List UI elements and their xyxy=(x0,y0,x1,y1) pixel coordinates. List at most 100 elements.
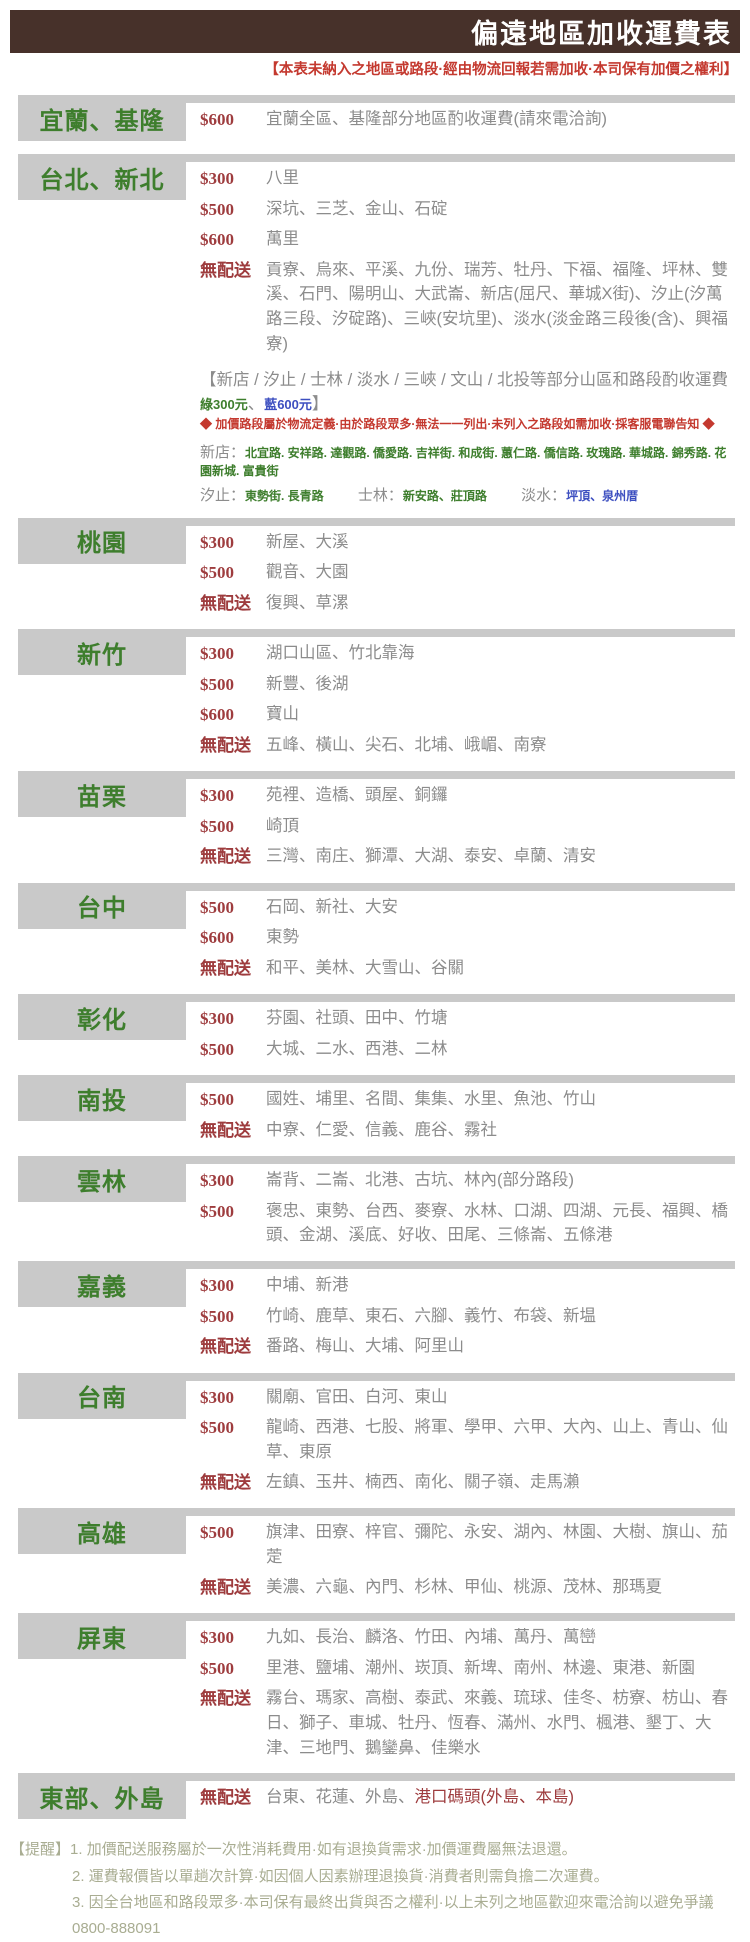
fee-amount: 無配送 xyxy=(200,1472,251,1492)
fee-line: $300 芬園、社頭、田中、竹塘 xyxy=(200,1006,735,1032)
road-list: 北宜路. 安祥路. 達觀路. 僑愛路. 吉祥街. 和成街. 蕙仁路. 僑信路. … xyxy=(200,445,727,478)
fee-areas: 國姓、埔里、名間、集集、水里、魚池、竹山 xyxy=(266,1090,596,1108)
fee-amount: $600 xyxy=(200,230,234,249)
surcharge-heading: 【新店 / 汐止 / 士林 / 淡水 / 三峽 / 文山 / 北投等部分山區和路… xyxy=(200,366,735,414)
fee-areas-highlight: 港口碼頭(外島、本島) xyxy=(414,1788,575,1807)
fee-line: 無配送 貢寮、烏來、平溪、九份、瑞芳、牡丹、下福、福隆、坪林、雙溪、石門、陽明山… xyxy=(200,258,735,357)
fee-amount: $500 xyxy=(200,1523,234,1542)
fee-areas: 和平、美林、大雪山、谷關 xyxy=(266,958,464,977)
fee-line: 無配送 美濃、六龜、內門、杉林、甲仙、桃源、茂林、那瑪夏 xyxy=(200,1575,735,1601)
fee-areas: 東勢 xyxy=(266,928,299,946)
fee-line: $300 新屋、大溪 xyxy=(200,530,735,556)
row-divider xyxy=(18,95,735,103)
fee-amount: $500 xyxy=(200,897,234,917)
fee-line: $300 湖口山區、竹北靠海 xyxy=(200,641,735,667)
fee-line: $500 崎頂 xyxy=(200,814,735,840)
fee-amount: 無配送 xyxy=(200,1689,251,1708)
region-label: 南投 xyxy=(18,1075,186,1121)
fee-line: 無配送 和平、美林、大雪山、谷關 xyxy=(200,956,735,982)
fee-line: 無配送 復興、草漯 xyxy=(200,591,735,617)
fee-amount: $300 xyxy=(200,1276,234,1295)
region-fees: $300 八里 $500 深坑、三芝、金山、石碇 $600 萬里 無配送 貢寮、… xyxy=(200,154,735,505)
region-label: 新竹 xyxy=(18,629,186,675)
region-row-yilan-keelung: 宜蘭、基隆 $600 宜蘭全區、基隆部分地區酌收運費(請來電洽詢) xyxy=(18,95,735,141)
fee-line: 無配送 霧台、瑪家、高樹、泰武、來義、琉球、佳冬、枋寮、枋山、春日、獅子、車城、… xyxy=(200,1686,735,1760)
fee-areas: 龍崎、西港、七股、將軍、學甲、六甲、大內、山上、青山、仙草、東原 xyxy=(266,1418,728,1461)
region-label: 宜蘭、基隆 xyxy=(18,95,186,141)
row-divider xyxy=(18,771,735,779)
fee-amount: $500 xyxy=(200,1658,234,1678)
fee-areas: 萬里 xyxy=(266,230,299,248)
reminder-line-2: 2. 運費報價皆以單趟次計算·如因個人因素辦理退換貨·消費者則需負擔二次運費。 xyxy=(72,1867,609,1885)
district-label: 士林： xyxy=(357,486,403,504)
fee-areas: 湖口山區、竹北靠海 xyxy=(266,644,415,662)
fee-areas: 寶山 xyxy=(266,705,299,723)
fee-line: $500 國姓、埔里、名間、集集、水里、魚池、竹山 xyxy=(200,1087,735,1113)
mountain-road-surcharge-note: 【新店 / 汐止 / 士林 / 淡水 / 三峽 / 文山 / 北投等部分山區和路… xyxy=(200,366,735,505)
fee-line: $300 關廟、官田、白河、東山 xyxy=(200,1385,735,1411)
fee-areas: 崎頂 xyxy=(266,816,299,835)
fee-areas: 關廟、官田、白河、東山 xyxy=(266,1387,448,1406)
fee-areas: 深坑、三芝、金山、石碇 xyxy=(266,199,448,218)
fee-amount: $500 xyxy=(200,1418,234,1437)
row-divider xyxy=(18,1261,735,1269)
fee-amount: $500 xyxy=(200,563,234,582)
reminder-note: 1. 加價配送服務屬於一次性消耗費用·如有退換貨需求·加價運費屬無法退還。 xyxy=(70,1841,577,1859)
road-group-xizhi: 汐止：東勢街. 長青路 xyxy=(200,487,324,504)
fee-amount: 無配送 xyxy=(200,1577,251,1597)
road-group-tamsui: 淡水：坪頂、泉州厝 xyxy=(521,487,638,504)
fee-amount: 無配送 xyxy=(200,1337,251,1356)
fee-line: $500 深坑、三芝、金山、石碇 xyxy=(200,197,735,223)
region-label: 高雄 xyxy=(18,1508,186,1554)
fee-line: $300 中埔、新港 xyxy=(200,1273,735,1299)
fee-areas: 苑裡、造橋、頭屋、銅鑼 xyxy=(266,786,448,804)
road-list-others: 汐止：東勢街. 長青路 士林：新安路、莊頂路 淡水：坪頂、泉州厝 xyxy=(200,484,735,505)
district-label: 新店： xyxy=(200,443,246,461)
region-row-pingtung: 屏東 $300 九如、長治、麟洛、竹田、內埔、萬丹、萬巒 $500 里港、鹽埔、… xyxy=(18,1613,735,1760)
fee-line: $500 旗津、田寮、梓官、彌陀、永安、湖內、林園、大樹、旗山、茄萣 xyxy=(200,1520,735,1570)
region-fees: $300 九如、長治、麟洛、竹田、內埔、萬丹、萬巒 $500 里港、鹽埔、潮州、… xyxy=(200,1613,735,1760)
fee-amount: $300 xyxy=(200,1628,234,1647)
fee-amount: $300 xyxy=(200,644,234,663)
fee-amount: 無配送 xyxy=(200,1120,251,1140)
region-fees: $500 國姓、埔里、名間、集集、水里、魚池、竹山 無配送 中寮、仁愛、信義、鹿… xyxy=(200,1075,735,1143)
district-label: 淡水： xyxy=(521,486,567,504)
fee-amount: 無配送 xyxy=(200,593,251,613)
fee-amount: 無配送 xyxy=(200,958,251,978)
footer-reminders: 【提醒】1. 加價配送服務屬於一次性消耗費用·如有退換貨需求·加價運費屬無法退還… xyxy=(10,1837,740,1942)
road-list-xindian: 新店：北宜路. 安祥路. 達觀路. 僑愛路. 吉祥街. 和成街. 蕙仁路. 僑信… xyxy=(200,441,735,479)
fee-areas: 宜蘭全區、基隆部分地區酌收運費(請來電洽詢) xyxy=(266,110,607,128)
row-divider xyxy=(18,994,735,1002)
closing-bracket: 】 xyxy=(311,394,329,413)
region-fees: $500 旗津、田寮、梓官、彌陀、永安、湖內、林園、大樹、旗山、茄萣 無配送 美… xyxy=(200,1508,735,1600)
region-fees: $300 芬園、社頭、田中、竹塘 $500 大城、二水、西港、二林 xyxy=(200,994,735,1062)
fee-line: $500 新豐、後湖 xyxy=(200,672,735,698)
fee-line: $300 崙背、二崙、北港、古坑、林內(部分路段) xyxy=(200,1168,735,1194)
fee-amount: $500 xyxy=(200,674,234,694)
fee-amount: $300 xyxy=(200,786,234,805)
fee-areas: 左鎮、玉井、楠西、南化、關子嶺、走馬瀨 xyxy=(266,1472,580,1491)
fee-line: 無配送 中寮、仁愛、信義、鹿谷、霧社 xyxy=(200,1118,735,1144)
fee-amount: $500 xyxy=(200,1090,234,1109)
region-fees: $300 崙背、二崙、北港、古坑、林內(部分路段) $500 褒忠、東勢、台西、… xyxy=(200,1156,735,1248)
fee-amount: $500 xyxy=(200,1201,234,1221)
row-divider xyxy=(18,1156,735,1164)
fee-areas: 新豐、後湖 xyxy=(266,674,349,693)
region-label: 嘉義 xyxy=(18,1261,186,1307)
fee-areas: 五峰、橫山、尖石、北埔、峨嵋、南寮 xyxy=(266,735,547,754)
fee-areas: 中埔、新港 xyxy=(266,1276,349,1294)
fee-line: $500 褒忠、東勢、台西、麥寮、水林、口湖、四湖、元長、福興、橋頭、金湖、溪底… xyxy=(200,1199,735,1249)
region-row-taoyuan: 桃園 $300 新屋、大溪 $500 觀音、大園 無配送 復興、草漯 xyxy=(18,517,735,617)
fee-areas: 番路、梅山、大埔、阿里山 xyxy=(266,1337,464,1355)
fee-areas: 八里 xyxy=(266,169,299,187)
region-label: 彰化 xyxy=(18,994,186,1040)
fee-line: $500 大城、二水、西港、二林 xyxy=(200,1037,735,1063)
region-label: 東部、外島 xyxy=(18,1773,186,1820)
region-label: 台南 xyxy=(18,1372,186,1419)
row-divider xyxy=(18,154,735,162)
fee-line: 無配送 左鎮、玉井、楠西、南化、關子嶺、走馬瀨 xyxy=(200,1470,735,1496)
blue-route-fee: 藍600元 xyxy=(264,396,312,412)
fee-amount: $300 xyxy=(200,1171,234,1190)
row-divider xyxy=(18,882,735,891)
region-label: 苗栗 xyxy=(18,771,186,817)
